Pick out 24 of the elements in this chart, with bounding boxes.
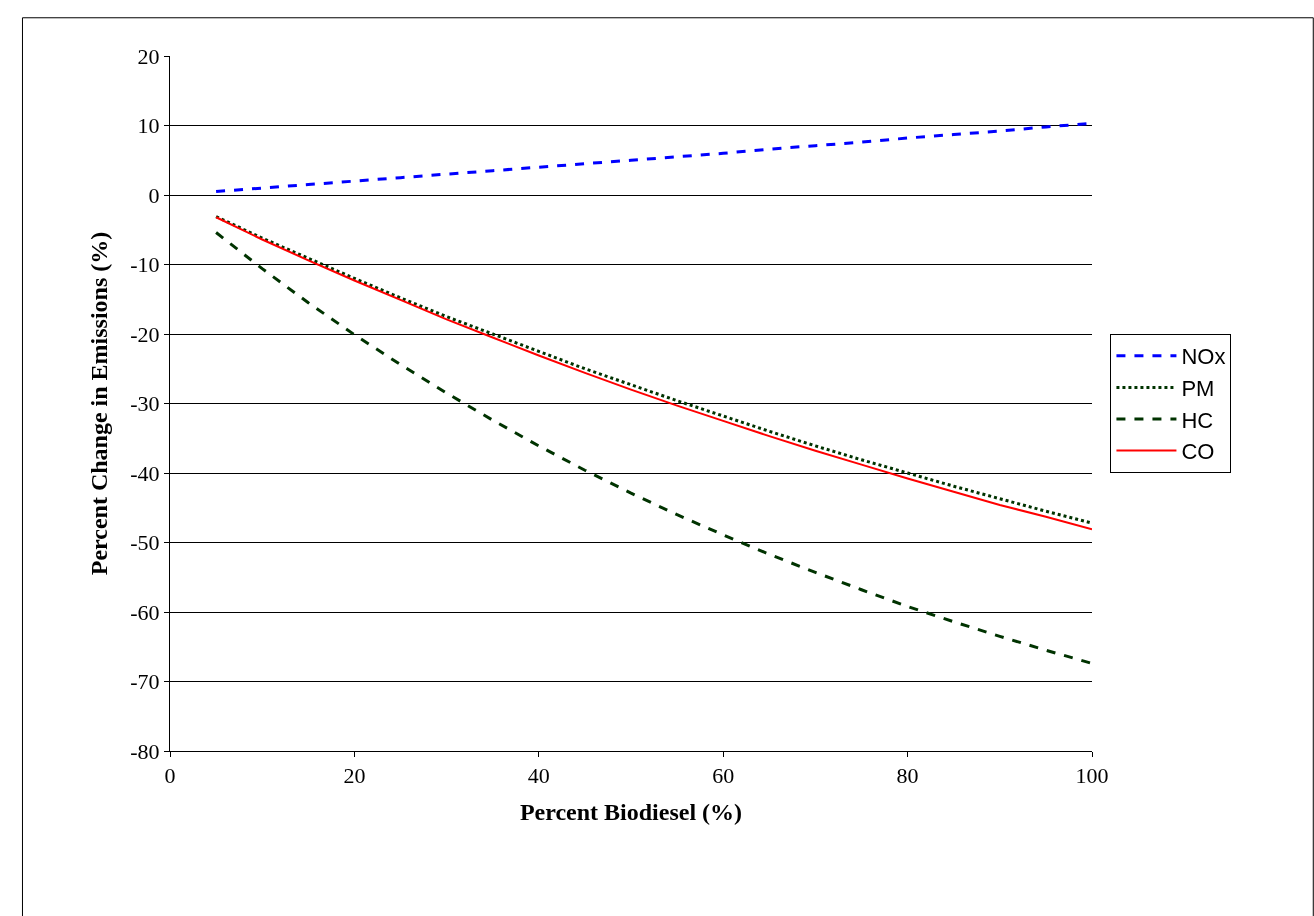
legend-label: PM	[1181, 375, 1215, 401]
y-tick-label: -10	[130, 252, 160, 278]
line-series	[214, 231, 1092, 665]
y-tick-label: -30	[130, 391, 160, 417]
x-tick-label: 100	[1075, 763, 1109, 789]
y-axis-title: Percent Change in Emissions (%)	[86, 231, 113, 576]
x-tick-label: 20	[343, 763, 366, 789]
x-tick-label: 60	[712, 763, 735, 789]
y-tick-label: -60	[130, 599, 160, 625]
y-tick-label: -80	[130, 738, 160, 764]
legend-label: NOx	[1181, 344, 1226, 370]
x-tick-label: 0	[164, 763, 176, 789]
y-tick-label: -70	[130, 669, 160, 695]
y-tick-label: 20	[137, 43, 160, 69]
legend-label: HC	[1181, 407, 1214, 433]
y-tick-label: -50	[130, 530, 160, 556]
y-tick-label: -20	[130, 321, 160, 347]
legend-label: CO	[1181, 439, 1215, 465]
y-tick-label: 0	[148, 182, 160, 208]
x-axis-title: Percent Biodiesel (%)	[519, 798, 743, 825]
x-tick-label: 40	[527, 763, 550, 789]
x-tick-label: 80	[896, 763, 919, 789]
y-tick-label: 10	[137, 113, 160, 139]
y-tick-label: -40	[130, 460, 160, 486]
